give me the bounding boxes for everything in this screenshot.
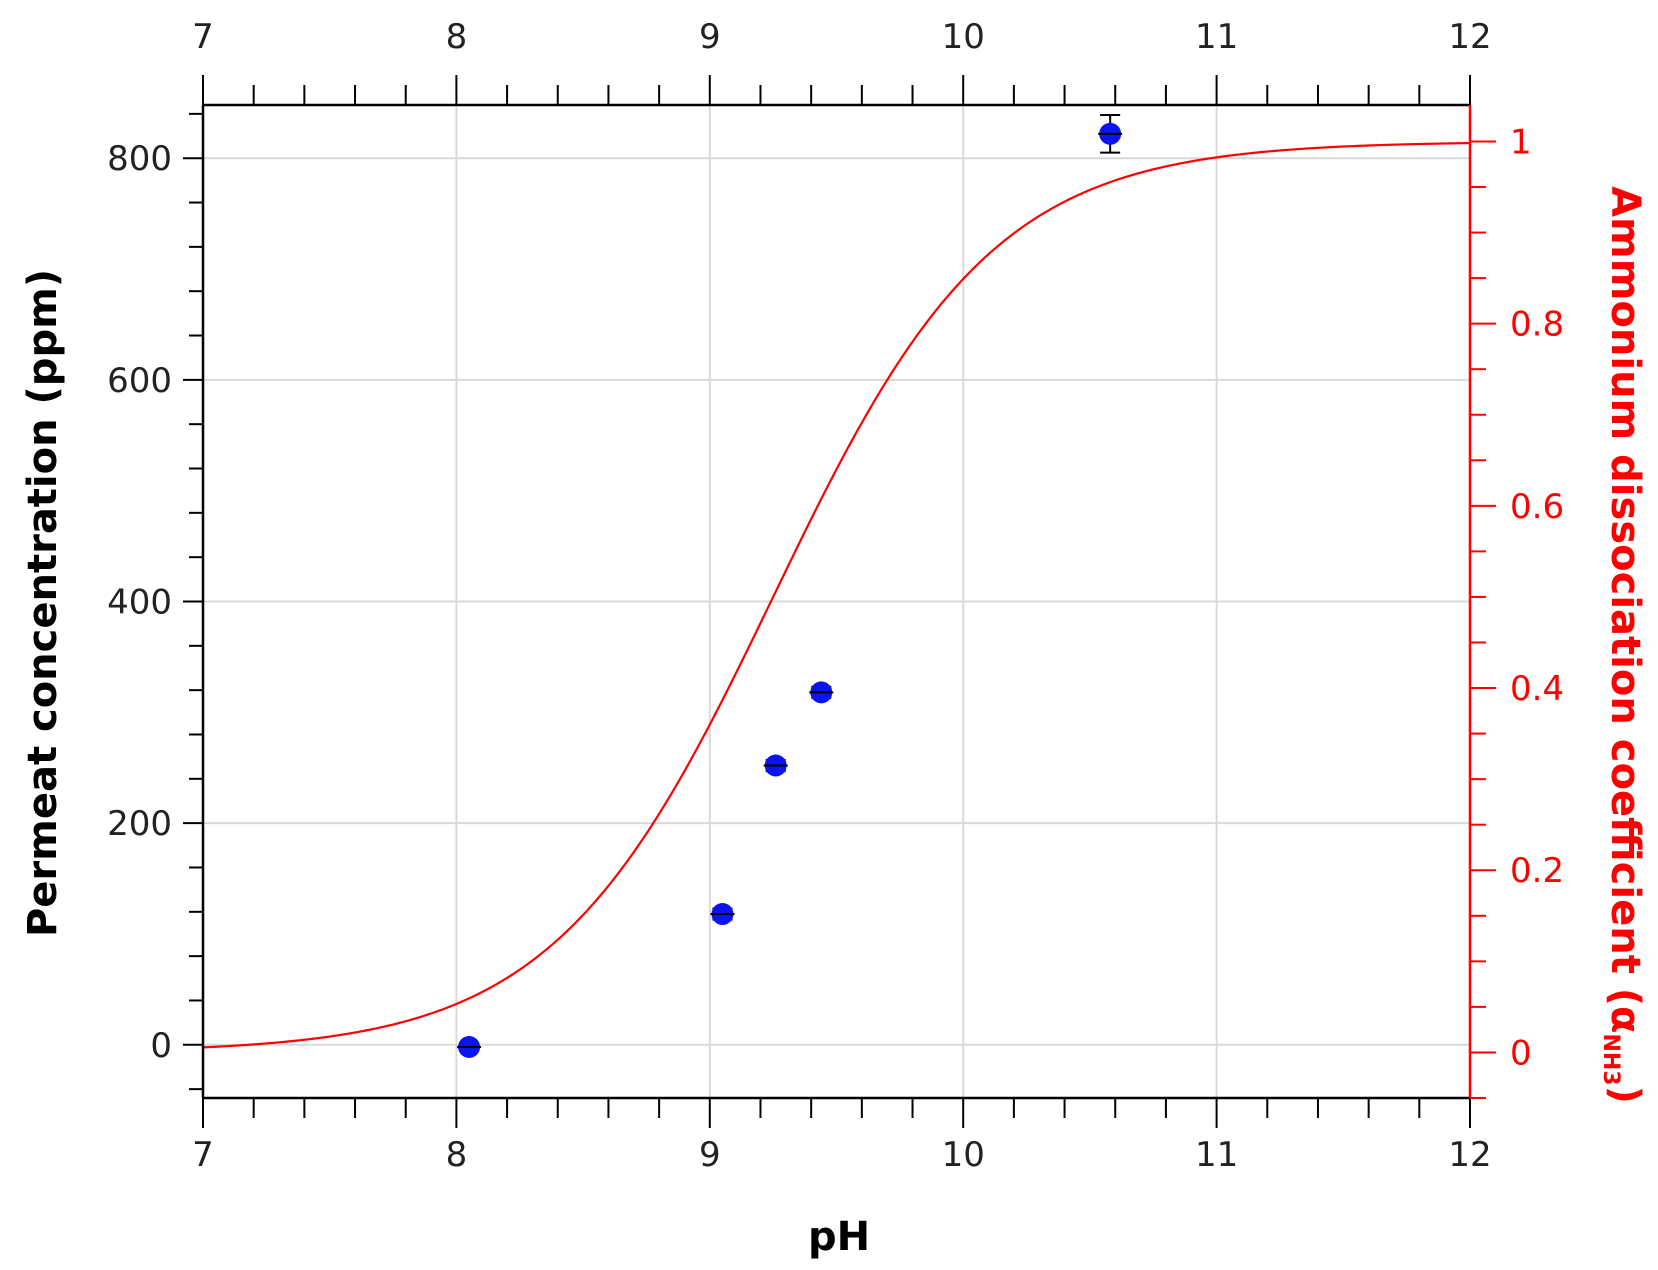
y2-axis-title-close: ): [1602, 1086, 1648, 1104]
x-tick-label: 12: [1448, 1135, 1491, 1175]
tick-labels: 7 7 8 8 9 9 10 10 11 11 12 12 0 200 400 600 800 0 0.2 0.4 0.…: [107, 17, 1564, 1175]
y2-tick-label: 0.2: [1510, 851, 1564, 891]
x-tick-label: 9: [699, 1135, 721, 1175]
y-tick-label: 800: [107, 139, 172, 179]
x-tick-label: 10: [942, 1135, 985, 1175]
y2-tick-label: 0.8: [1510, 305, 1564, 345]
axes: [183, 75, 1496, 1128]
dissociation-curve-layer: [202, 141, 1471, 1049]
y2-tick-label: 0.4: [1510, 669, 1564, 709]
y2-tick-label: 0.6: [1510, 487, 1564, 527]
x-top-tick-label: 9: [699, 17, 721, 57]
data-points-layer: [457, 113, 1123, 1059]
y2-axis-title-main: Ammonium dissociation coefficient (α: [1602, 186, 1648, 1033]
y-tick-label: 200: [107, 804, 172, 844]
y-axis-title: Permeat concentration (ppm): [20, 269, 66, 937]
x-tick-label: 7: [192, 1135, 214, 1175]
x-tick-label: 11: [1195, 1135, 1238, 1175]
y2-axis-title-subscript: NH3: [1598, 1033, 1623, 1085]
y-tick-label: 0: [150, 1026, 172, 1066]
x-top-tick-label: 7: [192, 17, 214, 57]
dissociation-curve: [202, 141, 1471, 1049]
x-axis-title: pH: [808, 1214, 870, 1260]
x-top-tick-label: 11: [1195, 17, 1238, 57]
x-tick-label: 8: [446, 1135, 468, 1175]
y2-axis-title: Ammonium dissociation coefficient (αNH3): [1598, 186, 1648, 1104]
x-top-tick-label: 10: [942, 17, 985, 57]
y2-tick-label: 0: [1510, 1033, 1532, 1073]
x-top-tick-label: 12: [1448, 17, 1491, 57]
y-tick-label: 400: [107, 583, 172, 623]
x-top-tick-label: 8: [446, 17, 468, 57]
y-tick-label: 600: [107, 361, 172, 401]
y2-tick-label: 1: [1510, 122, 1532, 162]
grid-lines: [203, 105, 1470, 1098]
